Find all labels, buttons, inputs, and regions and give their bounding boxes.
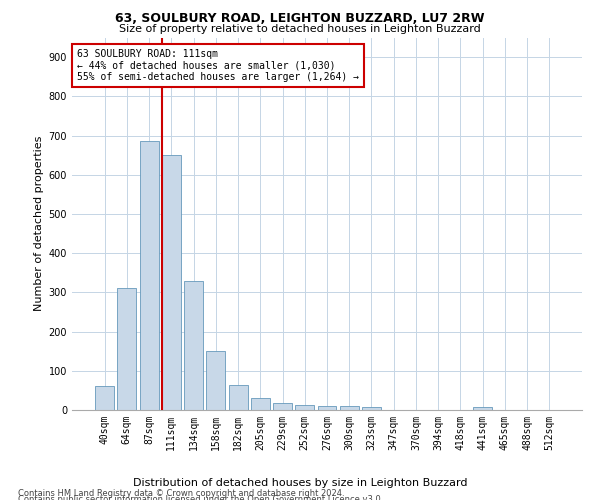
Bar bbox=[162, 155, 181, 410]
Bar bbox=[273, 403, 292, 410]
Text: Contains HM Land Registry data © Crown copyright and database right 2024.: Contains HM Land Registry data © Crown c… bbox=[18, 489, 344, 498]
Bar bbox=[362, 407, 381, 410]
Bar bbox=[229, 384, 248, 410]
Bar bbox=[95, 386, 114, 410]
Text: 63 SOULBURY ROAD: 111sqm
← 44% of detached houses are smaller (1,030)
55% of sem: 63 SOULBURY ROAD: 111sqm ← 44% of detach… bbox=[77, 48, 359, 82]
Text: 63, SOULBURY ROAD, LEIGHTON BUZZARD, LU7 2RW: 63, SOULBURY ROAD, LEIGHTON BUZZARD, LU7… bbox=[115, 12, 485, 26]
Bar bbox=[295, 406, 314, 410]
Bar bbox=[206, 351, 225, 410]
Bar bbox=[118, 288, 136, 410]
Bar bbox=[340, 406, 359, 410]
Text: Distribution of detached houses by size in Leighton Buzzard: Distribution of detached houses by size … bbox=[133, 478, 467, 488]
Text: Size of property relative to detached houses in Leighton Buzzard: Size of property relative to detached ho… bbox=[119, 24, 481, 34]
Bar bbox=[473, 407, 492, 410]
Bar bbox=[251, 398, 270, 410]
Text: Contains public sector information licensed under the Open Government Licence v3: Contains public sector information licen… bbox=[18, 495, 383, 500]
Bar bbox=[140, 142, 158, 410]
Bar bbox=[317, 406, 337, 410]
Bar bbox=[184, 280, 203, 410]
Y-axis label: Number of detached properties: Number of detached properties bbox=[34, 136, 44, 312]
